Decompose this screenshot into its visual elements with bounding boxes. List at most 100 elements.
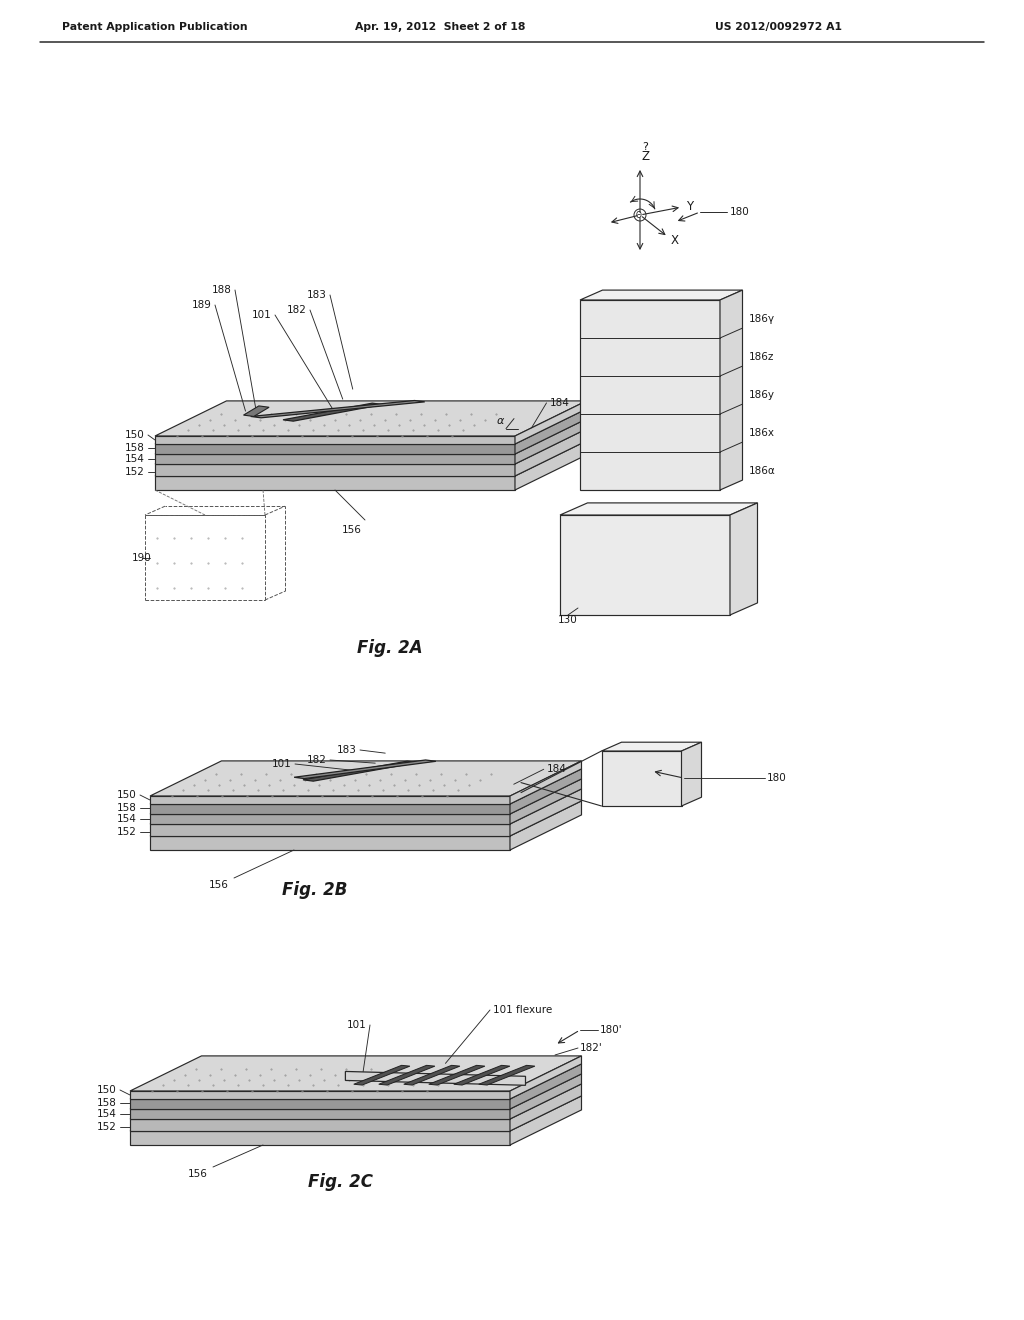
Text: 186α: 186α bbox=[749, 466, 775, 477]
Polygon shape bbox=[510, 789, 582, 836]
Polygon shape bbox=[155, 441, 587, 477]
Text: 130: 130 bbox=[558, 615, 578, 624]
Polygon shape bbox=[155, 436, 515, 444]
Polygon shape bbox=[150, 814, 510, 824]
Polygon shape bbox=[155, 401, 587, 436]
Text: 182: 182 bbox=[307, 755, 327, 766]
Polygon shape bbox=[510, 768, 582, 814]
Polygon shape bbox=[303, 762, 418, 781]
Polygon shape bbox=[130, 1056, 582, 1092]
Text: 101: 101 bbox=[272, 759, 292, 770]
Text: 156: 156 bbox=[188, 1170, 208, 1179]
Polygon shape bbox=[150, 760, 582, 796]
Text: 180: 180 bbox=[730, 207, 750, 216]
Polygon shape bbox=[510, 801, 582, 850]
Polygon shape bbox=[510, 779, 582, 824]
Polygon shape bbox=[150, 768, 582, 804]
Polygon shape bbox=[150, 804, 510, 814]
Text: 152: 152 bbox=[125, 467, 145, 477]
Polygon shape bbox=[150, 824, 510, 836]
Polygon shape bbox=[150, 796, 510, 804]
Polygon shape bbox=[510, 760, 582, 804]
Text: 158: 158 bbox=[125, 444, 145, 453]
Text: 189: 189 bbox=[193, 300, 212, 310]
Text: 154: 154 bbox=[117, 814, 137, 824]
Polygon shape bbox=[130, 1096, 582, 1131]
Text: Apr. 19, 2012  Sheet 2 of 18: Apr. 19, 2012 Sheet 2 of 18 bbox=[355, 22, 525, 32]
Polygon shape bbox=[155, 477, 515, 490]
Text: Z: Z bbox=[642, 150, 650, 164]
Polygon shape bbox=[560, 515, 730, 615]
Text: Fig. 2C: Fig. 2C bbox=[307, 1173, 373, 1191]
Text: US 2012/0092972 A1: US 2012/0092972 A1 bbox=[715, 22, 842, 32]
Text: 101 flexure: 101 flexure bbox=[493, 1005, 552, 1015]
Text: 150: 150 bbox=[118, 789, 137, 800]
Text: 190: 190 bbox=[132, 553, 152, 564]
Polygon shape bbox=[510, 1084, 582, 1131]
Polygon shape bbox=[429, 1065, 485, 1085]
Polygon shape bbox=[560, 503, 758, 515]
Polygon shape bbox=[150, 779, 582, 814]
Text: 156: 156 bbox=[342, 525, 362, 535]
Polygon shape bbox=[515, 429, 587, 477]
Polygon shape bbox=[510, 1056, 582, 1100]
Polygon shape bbox=[155, 465, 515, 477]
Polygon shape bbox=[150, 789, 582, 824]
Polygon shape bbox=[130, 1084, 582, 1119]
Polygon shape bbox=[515, 409, 587, 454]
Polygon shape bbox=[730, 503, 758, 615]
Polygon shape bbox=[515, 401, 587, 444]
Text: 154: 154 bbox=[125, 454, 145, 465]
Text: 158: 158 bbox=[97, 1098, 117, 1107]
Polygon shape bbox=[403, 1065, 460, 1085]
Polygon shape bbox=[130, 1119, 510, 1131]
Polygon shape bbox=[155, 429, 587, 465]
Text: 186x: 186x bbox=[749, 428, 774, 438]
Polygon shape bbox=[510, 1096, 582, 1144]
Text: 182: 182 bbox=[287, 305, 307, 315]
Polygon shape bbox=[510, 1074, 582, 1119]
Circle shape bbox=[634, 209, 646, 220]
Text: 156: 156 bbox=[209, 880, 229, 890]
Text: 186γ: 186γ bbox=[749, 314, 774, 323]
Polygon shape bbox=[580, 290, 742, 300]
Text: $\alpha$: $\alpha$ bbox=[496, 416, 505, 425]
Text: Fig. 2B: Fig. 2B bbox=[283, 880, 348, 899]
Polygon shape bbox=[251, 400, 425, 418]
Polygon shape bbox=[130, 1064, 582, 1100]
Polygon shape bbox=[294, 760, 436, 779]
Polygon shape bbox=[155, 444, 515, 454]
Text: 101: 101 bbox=[252, 310, 272, 319]
Polygon shape bbox=[720, 290, 742, 490]
Text: Fig. 2A: Fig. 2A bbox=[357, 639, 423, 657]
Polygon shape bbox=[155, 418, 587, 454]
Text: 186z: 186z bbox=[749, 352, 774, 362]
Polygon shape bbox=[150, 836, 510, 850]
Polygon shape bbox=[155, 454, 515, 465]
Polygon shape bbox=[345, 1072, 525, 1085]
Polygon shape bbox=[130, 1092, 510, 1100]
Text: 183: 183 bbox=[337, 744, 357, 755]
Polygon shape bbox=[150, 801, 582, 836]
Text: X: X bbox=[671, 234, 679, 247]
Polygon shape bbox=[130, 1074, 582, 1109]
Text: 186y: 186y bbox=[749, 389, 774, 400]
Text: 180': 180' bbox=[600, 1026, 623, 1035]
Text: 184: 184 bbox=[550, 397, 569, 408]
Polygon shape bbox=[353, 1065, 410, 1085]
Polygon shape bbox=[601, 742, 701, 751]
Text: Patent Application Publication: Patent Application Publication bbox=[62, 22, 248, 32]
Text: 152: 152 bbox=[117, 828, 137, 837]
Text: 184: 184 bbox=[547, 764, 566, 775]
Text: 158: 158 bbox=[117, 803, 137, 813]
Polygon shape bbox=[130, 1100, 510, 1109]
Polygon shape bbox=[454, 1065, 510, 1085]
Text: 150: 150 bbox=[125, 430, 145, 440]
Polygon shape bbox=[510, 1064, 582, 1109]
Text: Y: Y bbox=[686, 199, 693, 213]
Polygon shape bbox=[682, 742, 701, 807]
Polygon shape bbox=[515, 418, 587, 465]
Text: ?: ? bbox=[642, 143, 648, 152]
Polygon shape bbox=[283, 403, 383, 421]
Polygon shape bbox=[601, 751, 682, 807]
